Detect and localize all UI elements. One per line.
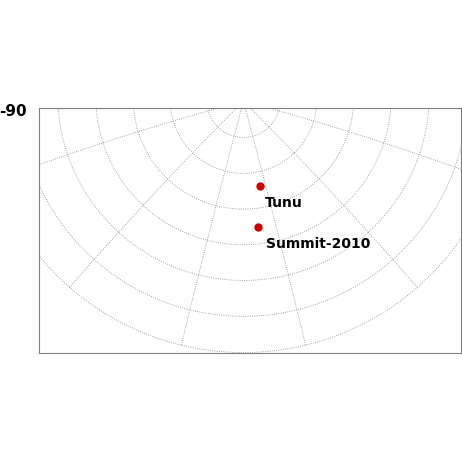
Text: Tunu: Tunu	[265, 196, 303, 210]
Text: Summit-2010: Summit-2010	[266, 237, 371, 251]
Text: -90: -90	[0, 104, 27, 119]
